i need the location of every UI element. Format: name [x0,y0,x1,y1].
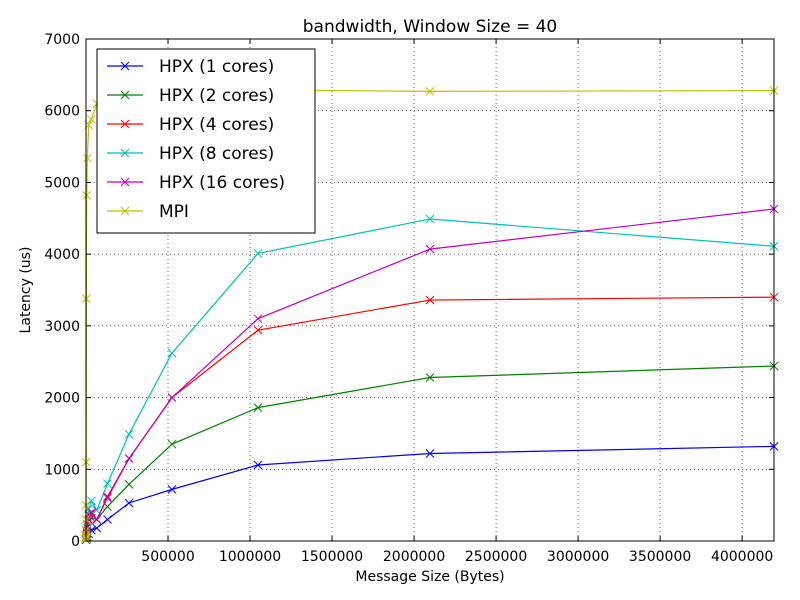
data-point [103,493,112,503]
legend-entry: MPI [107,202,189,222]
x-tick-label: 3500000 [629,549,691,565]
legend-marker [120,177,130,187]
data-point [103,515,112,524]
legend-box [96,48,316,234]
legend: HPX (1 cores) HPX (2 cores) HPX (4 cores) H… [96,48,316,234]
x-tick-label: 500000 [141,549,194,565]
data-point [425,244,435,254]
data-point [253,403,263,412]
x-tick-label: 4000000 [711,549,773,565]
data-point [167,485,177,494]
y-tick-label: 1000 [44,462,80,478]
y-axis-title: Latency (us) [18,247,34,334]
legend-marker [120,148,130,158]
legend-marker [120,119,130,129]
legend-marker [120,61,130,71]
legend-entry: HPX (4 cores) [107,115,274,135]
x-tick-label: 1500000 [301,549,363,565]
legend-entry: HPX (16 cores) [107,173,285,193]
legend-label: HPX (16 cores) [159,173,285,193]
legend-label: MPI [159,202,189,222]
legend-label: HPX (4 cores) [159,115,274,135]
data-point [253,325,263,335]
ticks: 500000 1000000 1500000 2000000 2500000 300000… [44,32,774,565]
y-tick-label: 7000 [44,32,80,48]
data-point [167,393,177,402]
data-point [87,114,96,124]
data-point [124,498,134,508]
data-point [425,214,435,224]
data-point [82,190,92,200]
data-point [253,314,263,324]
data-point [92,523,102,533]
data-point [167,439,177,449]
data-point [425,295,435,305]
y-tick-label: 0 [71,534,80,550]
legend-marker [120,206,130,216]
data-point [167,348,177,358]
y-tick-label: 4000 [44,247,80,263]
x-axis-title: Message Size (Bytes) [355,569,504,585]
data-point [92,515,102,524]
x-tick-label: 2500000 [465,549,527,565]
data-point [124,479,134,489]
legend-label: HPX (2 cores) [159,86,274,106]
legend-label: HPX (1 cores) [159,57,274,77]
data-point [425,449,435,458]
data-point [253,460,263,470]
data-point [82,520,92,529]
data-point [425,373,435,382]
data-point [425,86,435,96]
y-tick-label: 2000 [44,391,80,407]
data-point [87,496,96,506]
legend-entry: HPX (8 cores) [107,144,274,164]
y-tick-label: 5000 [44,175,80,191]
data-point [124,454,134,463]
legend-entry: HPX (1 cores) [107,57,274,77]
legend-entry: HPX (2 cores) [107,86,274,106]
data-point [124,429,134,439]
x-tick-label: 2000000 [383,549,445,565]
x-tick-label: 3000000 [547,549,609,565]
legend-marker [120,90,130,100]
y-tick-label: 6000 [44,104,80,120]
data-point [103,479,112,488]
x-tick-label: 1000000 [219,549,281,565]
data-point [253,249,263,258]
data-point [82,153,92,163]
chart-title: bandwidth, Window Size = 40 [303,17,557,37]
plot-area-frame [85,38,775,542]
data-point [87,507,96,517]
y-tick-label: 3000 [44,319,80,335]
legend-label: HPX (8 cores) [159,144,274,164]
